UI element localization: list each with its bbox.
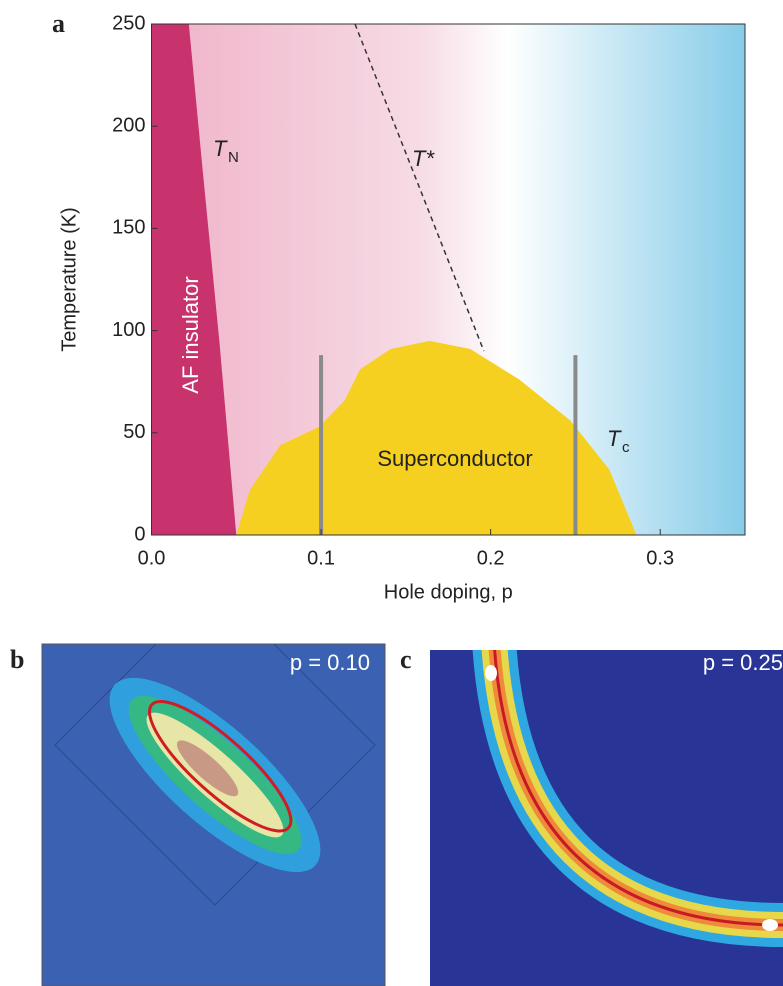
y-tick-label: 100 bbox=[112, 319, 145, 341]
panel-label: c bbox=[400, 645, 412, 674]
panel-label: b bbox=[10, 645, 24, 674]
hotspot bbox=[762, 919, 778, 931]
y-axis-label: Temperature (K) bbox=[58, 207, 80, 352]
x-tick-label: 0.3 bbox=[646, 547, 674, 569]
x-tick-label: 0.0 bbox=[138, 547, 166, 569]
annotation: T bbox=[607, 426, 622, 451]
y-tick-label: 150 bbox=[112, 217, 145, 239]
panel-annotation: p = 0.25 bbox=[703, 650, 783, 675]
annotation: T bbox=[213, 136, 228, 161]
x-tick-label: 0.1 bbox=[307, 547, 335, 569]
panel-b bbox=[42, 585, 385, 986]
line-label: T* bbox=[412, 146, 435, 171]
annotation-sub: c bbox=[622, 439, 630, 456]
phase-diagram: 0.0 0.1 0.2 0.3 0 50 100 150 200 250 Hole doping, … bbox=[52, 9, 745, 603]
x-tick-label: 0.2 bbox=[477, 547, 505, 569]
y-tick-label: 0 bbox=[134, 523, 145, 545]
y-tick-label: 250 bbox=[112, 12, 145, 34]
x-axis-label: Hole doping, p bbox=[384, 581, 513, 603]
region-label: AF insulator bbox=[178, 276, 203, 393]
y-tick-label: 200 bbox=[112, 114, 145, 136]
y-tick-label: 50 bbox=[123, 421, 145, 443]
hotspot bbox=[485, 665, 497, 681]
figure: 0.0 0.1 0.2 0.3 0 50 100 150 200 250 Hole doping, … bbox=[0, 0, 783, 986]
panel-c bbox=[430, 640, 783, 986]
annotation-sub: N bbox=[228, 149, 239, 166]
panel-label: a bbox=[52, 9, 65, 38]
region-label: Superconductor bbox=[377, 446, 532, 471]
panel-annotation: p = 0.10 bbox=[290, 650, 370, 675]
